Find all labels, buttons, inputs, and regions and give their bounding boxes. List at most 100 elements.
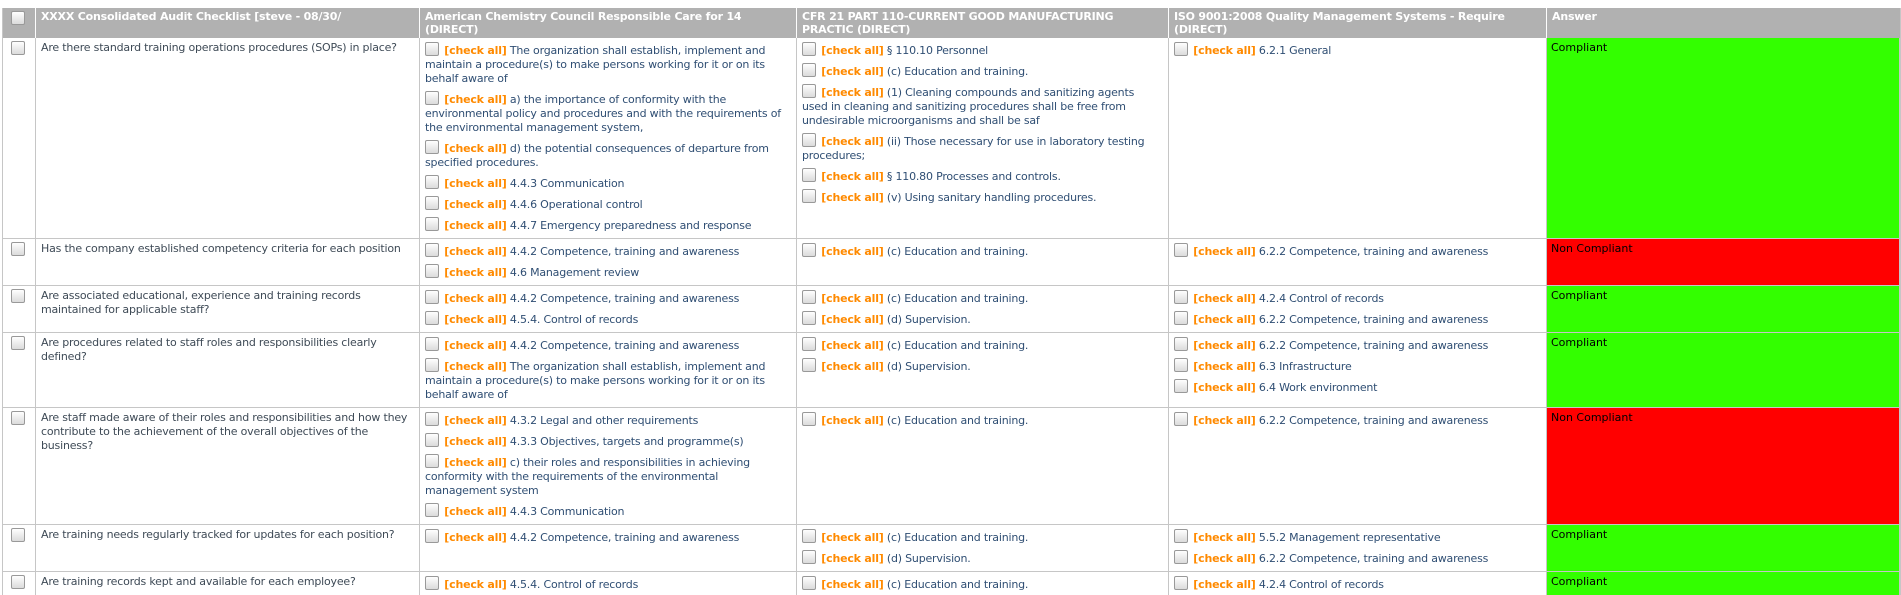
item-checkbox[interactable] bbox=[802, 412, 816, 426]
item-checkbox[interactable] bbox=[1174, 412, 1188, 426]
check-all-link[interactable]: [check all] bbox=[821, 578, 884, 591]
check-all-link[interactable]: [check all] bbox=[821, 245, 884, 258]
check-all-link[interactable]: [check all] bbox=[444, 219, 507, 232]
item-checkbox[interactable] bbox=[802, 84, 816, 98]
item-checkbox[interactable] bbox=[425, 175, 439, 189]
item-checkbox[interactable] bbox=[1174, 358, 1188, 372]
check-all-link[interactable]: [check all] bbox=[444, 505, 507, 518]
check-all-link[interactable]: [check all] bbox=[821, 292, 884, 305]
row-select-checkbox[interactable] bbox=[11, 242, 25, 256]
check-all-link[interactable]: [check all] bbox=[1193, 414, 1256, 427]
item-checkbox[interactable] bbox=[425, 503, 439, 517]
check-all-link[interactable]: [check all] bbox=[821, 414, 884, 427]
check-all-link[interactable]: [check all] bbox=[444, 93, 507, 106]
item-checkbox[interactable] bbox=[425, 290, 439, 304]
item-checkbox[interactable] bbox=[425, 42, 439, 56]
row-select-checkbox[interactable] bbox=[11, 336, 25, 350]
item-checkbox[interactable] bbox=[802, 168, 816, 182]
item-checkbox[interactable] bbox=[1174, 379, 1188, 393]
check-all-link[interactable]: [check all] bbox=[1193, 339, 1256, 352]
check-all-link[interactable]: [check all] bbox=[1193, 381, 1256, 394]
item-checkbox[interactable] bbox=[1174, 529, 1188, 543]
item-checkbox[interactable] bbox=[1174, 550, 1188, 564]
check-all-link[interactable]: [check all] bbox=[1193, 313, 1256, 326]
check-all-link[interactable]: [check all] bbox=[444, 313, 507, 326]
acc-cell: [check all] 4.3.2 Legal and other requir… bbox=[420, 408, 797, 524]
item-checkbox[interactable] bbox=[425, 264, 439, 278]
check-all-link[interactable]: [check all] bbox=[444, 142, 507, 155]
item-checkbox[interactable] bbox=[802, 311, 816, 325]
item-checkbox[interactable] bbox=[802, 290, 816, 304]
item-checkbox[interactable] bbox=[425, 140, 439, 154]
check-all-link[interactable]: [check all] bbox=[821, 44, 884, 57]
check-all-link[interactable]: [check all] bbox=[821, 552, 884, 565]
check-all-link[interactable]: [check all] bbox=[444, 435, 507, 448]
item-checkbox[interactable] bbox=[425, 91, 439, 105]
check-all-link[interactable]: [check all] bbox=[444, 266, 507, 279]
item-checkbox[interactable] bbox=[425, 454, 439, 468]
item-checkbox[interactable] bbox=[1174, 290, 1188, 304]
check-all-link[interactable]: [check all] bbox=[444, 414, 507, 427]
item-label: 6.2.2 Competence, training and awareness bbox=[1258, 313, 1489, 326]
check-all-link[interactable]: [check all] bbox=[1193, 578, 1256, 591]
check-all-link[interactable]: [check all] bbox=[821, 135, 884, 148]
item-checkbox[interactable] bbox=[1174, 243, 1188, 257]
check-all-link[interactable]: [check all] bbox=[444, 339, 507, 352]
item-checkbox[interactable] bbox=[802, 133, 816, 147]
item-checkbox[interactable] bbox=[425, 412, 439, 426]
item-checkbox[interactable] bbox=[425, 358, 439, 372]
item-checkbox[interactable] bbox=[802, 576, 816, 590]
item-checkbox[interactable] bbox=[425, 243, 439, 257]
check-all-link[interactable]: [check all] bbox=[821, 339, 884, 352]
item-checkbox[interactable] bbox=[1174, 337, 1188, 351]
row-select-checkbox[interactable] bbox=[11, 411, 25, 425]
check-all-link[interactable]: [check all] bbox=[821, 313, 884, 326]
check-all-link[interactable]: [check all] bbox=[821, 531, 884, 544]
item-checkbox[interactable] bbox=[425, 311, 439, 325]
item-checkbox[interactable] bbox=[1174, 311, 1188, 325]
select-all-checkbox[interactable] bbox=[11, 11, 25, 25]
check-all-link[interactable]: [check all] bbox=[444, 245, 507, 258]
item-checkbox[interactable] bbox=[802, 243, 816, 257]
item-checkbox[interactable] bbox=[1174, 42, 1188, 56]
check-all-link[interactable]: [check all] bbox=[1193, 292, 1256, 305]
row-select-checkbox[interactable] bbox=[11, 575, 25, 589]
check-all-link[interactable]: [check all] bbox=[821, 65, 884, 78]
row-select-checkbox[interactable] bbox=[11, 289, 25, 303]
item-checkbox[interactable] bbox=[425, 433, 439, 447]
item-checkbox[interactable] bbox=[802, 42, 816, 56]
check-all-link[interactable]: [check all] bbox=[444, 177, 507, 190]
item-checkbox[interactable] bbox=[425, 217, 439, 231]
item-checkbox[interactable] bbox=[802, 550, 816, 564]
item-checkbox[interactable] bbox=[802, 358, 816, 372]
item-checkbox[interactable] bbox=[802, 189, 816, 203]
item-label: 4.3.3 Objectives, targets and programme(… bbox=[509, 435, 744, 448]
item-checkbox[interactable] bbox=[425, 576, 439, 590]
row-select-checkbox[interactable] bbox=[11, 41, 25, 55]
check-all-link[interactable]: [check all] bbox=[821, 191, 884, 204]
row-select-checkbox[interactable] bbox=[11, 528, 25, 542]
check-all-link[interactable]: [check all] bbox=[444, 456, 507, 469]
check-all-link[interactable]: [check all] bbox=[444, 198, 507, 211]
item-checkbox[interactable] bbox=[425, 529, 439, 543]
item-checkbox[interactable] bbox=[425, 337, 439, 351]
check-all-link[interactable]: [check all] bbox=[1193, 552, 1256, 565]
item-checkbox[interactable] bbox=[802, 529, 816, 543]
check-all-link[interactable]: [check all] bbox=[444, 44, 507, 57]
item-checkbox[interactable] bbox=[1174, 576, 1188, 590]
check-all-link[interactable]: [check all] bbox=[821, 86, 884, 99]
check-all-link[interactable]: [check all] bbox=[1193, 360, 1256, 373]
check-all-link[interactable]: [check all] bbox=[444, 578, 507, 591]
check-all-link[interactable]: [check all] bbox=[444, 531, 507, 544]
check-all-link[interactable]: [check all] bbox=[444, 360, 507, 373]
check-all-link[interactable]: [check all] bbox=[1193, 245, 1256, 258]
check-all-link[interactable]: [check all] bbox=[821, 170, 884, 183]
item-checkbox[interactable] bbox=[425, 196, 439, 210]
check-all-link[interactable]: [check all] bbox=[821, 360, 884, 373]
item-checkbox[interactable] bbox=[802, 63, 816, 77]
requirement-item: [check all] (c) Education and training. bbox=[802, 576, 1163, 592]
item-checkbox[interactable] bbox=[802, 337, 816, 351]
check-all-link[interactable]: [check all] bbox=[1193, 44, 1256, 57]
check-all-link[interactable]: [check all] bbox=[1193, 531, 1256, 544]
check-all-link[interactable]: [check all] bbox=[444, 292, 507, 305]
